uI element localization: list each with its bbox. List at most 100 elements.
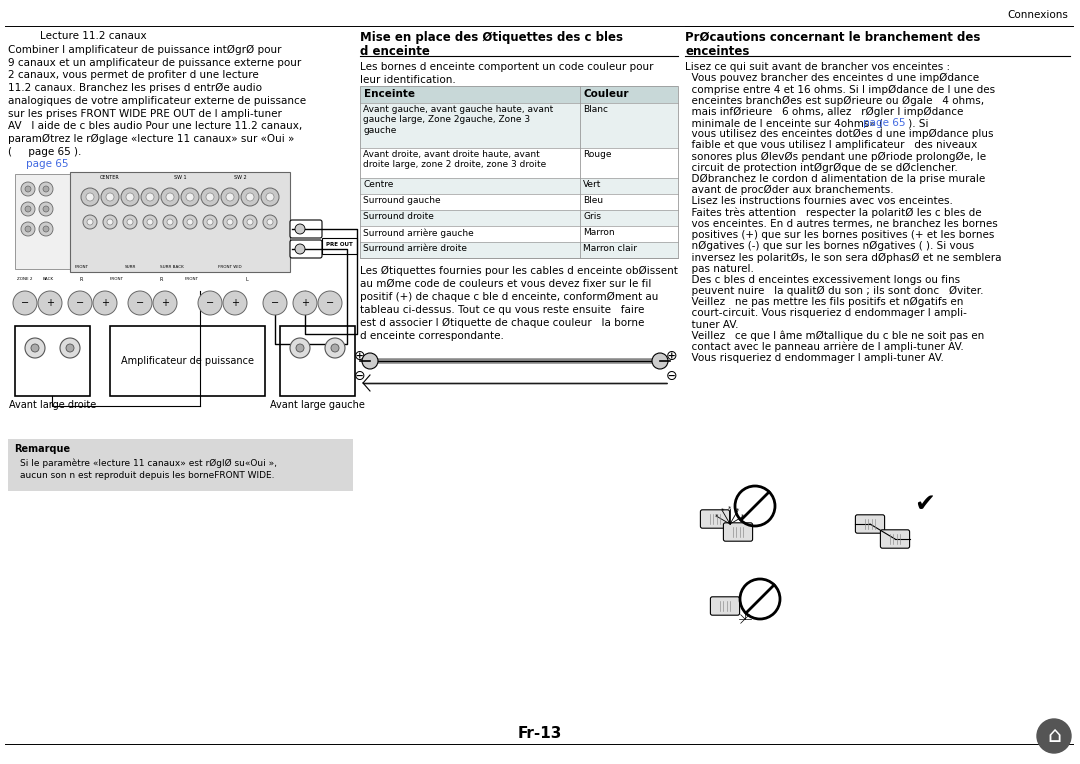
Text: avant de procØder aux branchements.: avant de procØder aux branchements. (685, 185, 893, 196)
Text: ✔: ✔ (915, 492, 935, 516)
Bar (110, 326, 265, 396)
Circle shape (81, 188, 99, 206)
Text: Bleu: Bleu (583, 196, 603, 205)
Text: Marron: Marron (583, 228, 615, 237)
Circle shape (183, 215, 197, 229)
Circle shape (295, 244, 305, 254)
Bar (70, 172, 291, 272)
Circle shape (264, 291, 287, 315)
Circle shape (266, 193, 274, 201)
Text: −: − (136, 298, 144, 308)
Text: Veillez   ce que l âme mØtallique du c ble ne soit pas en: Veillez ce que l âme mØtallique du c ble… (685, 331, 984, 342)
Text: Lecture 11.2 canaux: Lecture 11.2 canaux (40, 31, 147, 41)
Bar (360, 86, 678, 103)
Circle shape (66, 344, 75, 352)
Circle shape (43, 226, 49, 232)
Text: Blanc: Blanc (583, 105, 608, 114)
Text: contact avec le panneau arrière de l ampli-tuner AV.: contact avec le panneau arrière de l amp… (685, 342, 963, 352)
Text: ⊕: ⊕ (354, 349, 366, 363)
Text: Vous pouvez brancher des enceintes d une impØdance: Vous pouvez brancher des enceintes d une… (685, 73, 980, 83)
Circle shape (166, 193, 174, 201)
Text: BACK: BACK (43, 277, 54, 281)
Circle shape (68, 291, 92, 315)
Text: DØbranchez le cordon d alimentation de la prise murale: DØbranchez le cordon d alimentation de l… (685, 174, 985, 184)
Circle shape (107, 219, 113, 225)
Text: R: R (160, 277, 163, 282)
Circle shape (123, 215, 137, 229)
Text: Amplificateur de puissance: Amplificateur de puissance (121, 356, 254, 366)
Circle shape (167, 219, 173, 225)
Circle shape (161, 188, 179, 206)
Circle shape (25, 338, 45, 358)
Circle shape (13, 291, 37, 315)
Text: *: * (728, 506, 731, 512)
Text: +: + (231, 298, 239, 308)
Text: Marron clair: Marron clair (583, 244, 637, 253)
Text: Rouge: Rouge (583, 150, 611, 159)
Circle shape (241, 188, 259, 206)
Circle shape (203, 215, 217, 229)
Text: ⊕: ⊕ (666, 349, 678, 363)
FancyBboxPatch shape (291, 240, 322, 258)
Text: +: + (301, 298, 309, 308)
Text: ⊖: ⊖ (666, 369, 678, 383)
Text: Si le paramètre «lecture 11 canaux» est rØglØ su«Oui »,
aucun son n est reprodui: Si le paramètre «lecture 11 canaux» est … (21, 459, 276, 480)
Text: Veillez   ne pas mettre les fils positifs et nØgatifs en: Veillez ne pas mettre les fils positifs … (685, 297, 963, 307)
Circle shape (83, 215, 97, 229)
Circle shape (39, 202, 53, 216)
Circle shape (227, 219, 233, 225)
Circle shape (106, 193, 114, 201)
Circle shape (221, 188, 239, 206)
Text: FRONT: FRONT (185, 277, 199, 281)
Text: PrØcautions concernant le branchement des: PrØcautions concernant le branchement de… (685, 31, 981, 44)
Bar (360, 226, 678, 242)
Bar (360, 194, 678, 210)
Text: −: − (206, 298, 214, 308)
Circle shape (25, 206, 31, 212)
Circle shape (1037, 719, 1071, 753)
Text: inversez les polaritØs, le son sera dØphasØ et ne semblera: inversez les polaritØs, le son sera dØph… (685, 252, 1001, 263)
Text: PRE OUT: PRE OUT (326, 241, 352, 247)
Text: SW 1: SW 1 (174, 175, 187, 180)
Circle shape (146, 193, 154, 201)
Circle shape (247, 219, 253, 225)
Bar (360, 178, 678, 194)
Text: −: − (271, 298, 279, 308)
Circle shape (198, 291, 222, 315)
Circle shape (129, 291, 152, 315)
Circle shape (93, 291, 117, 315)
Text: −: − (76, 298, 84, 308)
Text: SURR BACK: SURR BACK (160, 265, 184, 269)
Text: Gris: Gris (583, 212, 600, 221)
Circle shape (187, 219, 193, 225)
Text: Faites très attention   respecter la polaritØ les c bles de: Faites très attention respecter la polar… (685, 208, 982, 218)
Text: Centre: Centre (363, 180, 393, 189)
Circle shape (43, 206, 49, 212)
Circle shape (291, 338, 310, 358)
Circle shape (43, 186, 49, 192)
Text: −: − (326, 298, 334, 308)
Text: Les bornes d enceinte comportent un code couleur pour
leur identification.: Les bornes d enceinte comportent un code… (360, 62, 653, 85)
Text: vos enceintes. En d autres termes, ne branchez les bornes: vos enceintes. En d autres termes, ne br… (685, 219, 998, 228)
Bar (360, 242, 678, 258)
Text: +: + (161, 298, 168, 308)
Bar (360, 148, 678, 178)
Text: pas naturel.: pas naturel. (685, 264, 754, 274)
Circle shape (243, 215, 257, 229)
Circle shape (25, 186, 31, 192)
Text: Fr-13: Fr-13 (517, 727, 563, 742)
Text: Vert: Vert (583, 180, 602, 189)
Circle shape (296, 344, 303, 352)
Text: Surround arrière droite: Surround arrière droite (363, 244, 467, 253)
Text: Vous risqueriez d endommager l ampli-tuner AV.: Vous risqueriez d endommager l ampli-tun… (685, 353, 944, 363)
Text: Avant gauche, avant gauche haute, avant
gauche large, Zone 2gauche, Zone 3
gauch: Avant gauche, avant gauche haute, avant … (363, 105, 553, 134)
Text: comprise entre 4 et 16 ohms. Si l impØdance de l une des: comprise entre 4 et 16 ohms. Si l impØda… (685, 84, 995, 95)
Bar (322, 238, 357, 254)
Circle shape (261, 188, 279, 206)
Circle shape (21, 202, 35, 216)
Text: Lisez les instructions fournies avec vos enceintes.: Lisez les instructions fournies avec vos… (685, 196, 953, 206)
Bar (8, 439, 353, 491)
Text: faible et que vous utilisez l amplificateur   des niveaux: faible et que vous utilisez l amplificat… (685, 141, 977, 151)
Text: +: + (102, 298, 109, 308)
Circle shape (325, 338, 345, 358)
